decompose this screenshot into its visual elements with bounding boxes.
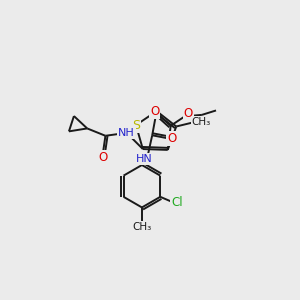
Text: O: O (150, 105, 159, 118)
Text: CH₃: CH₃ (132, 222, 152, 232)
Text: Cl: Cl (171, 196, 183, 208)
Text: CH₃: CH₃ (191, 117, 211, 127)
Text: O: O (98, 151, 108, 164)
Text: S: S (132, 118, 140, 132)
Text: HN: HN (136, 154, 153, 164)
Text: O: O (167, 132, 177, 145)
Text: NH: NH (118, 128, 135, 138)
Text: O: O (184, 107, 193, 121)
